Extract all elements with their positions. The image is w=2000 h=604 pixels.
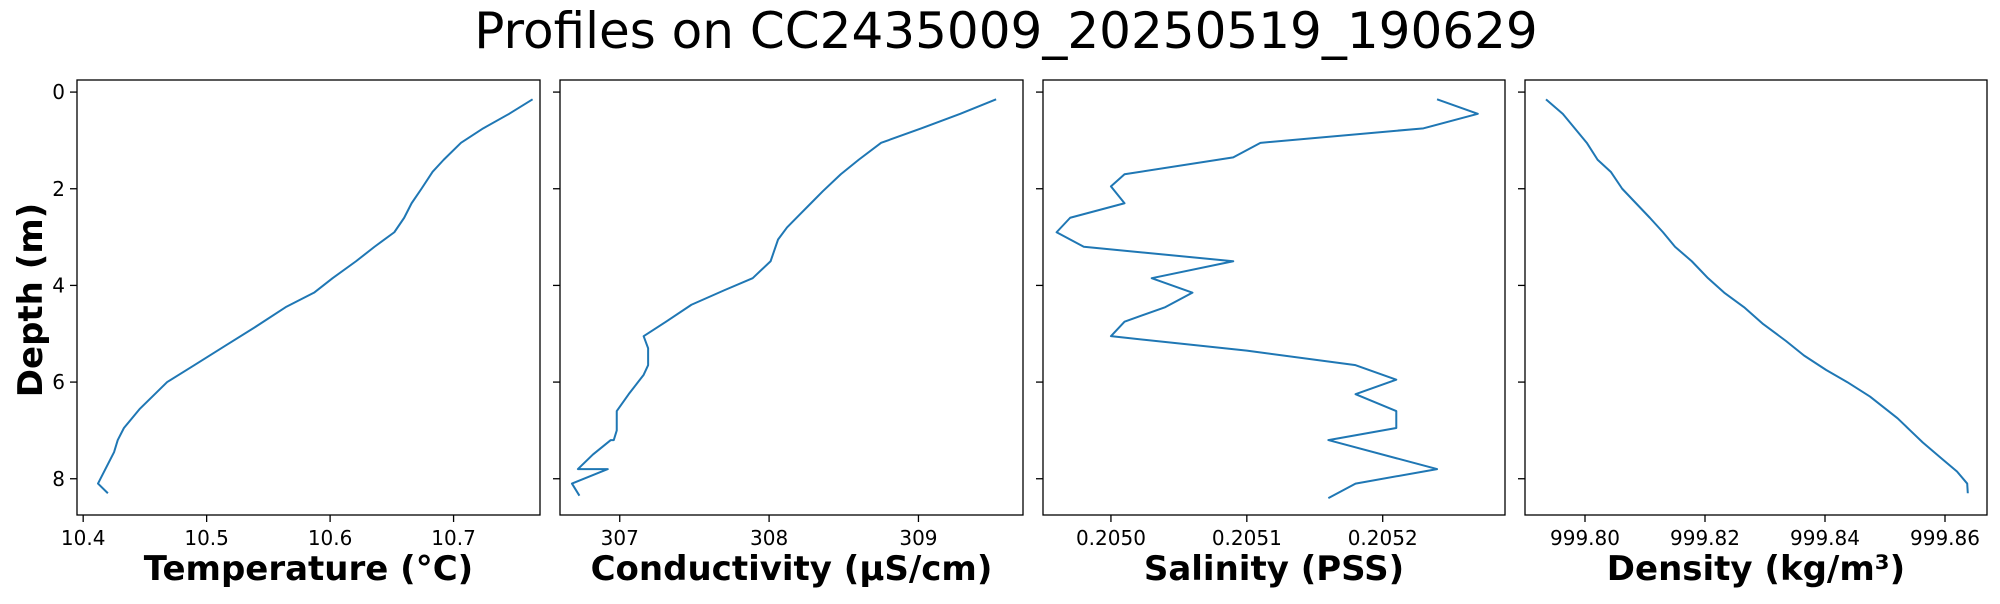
y-tick-label: 6	[52, 370, 65, 394]
x-tick-label: 10.7	[431, 526, 476, 550]
x-tick-label: 0.2052	[1348, 526, 1418, 550]
x-tick-label: 10.4	[61, 526, 106, 550]
y-axis-label: Depth (m)	[11, 203, 51, 397]
x-tick-label: 10.5	[184, 526, 229, 550]
x-tick-label: 309	[899, 526, 937, 550]
x-tick-label: 999.86	[1910, 526, 1980, 550]
axes-frame	[1524, 79, 1988, 516]
axes-frame	[1042, 79, 1506, 516]
x-tick-label: 999.84	[1790, 526, 1860, 550]
y-tick-label: 0	[52, 80, 65, 104]
chart-title: Profiles on CC2435009_20250519_190629	[474, 2, 1537, 60]
x-axis-label: Temperature (°C)	[144, 549, 473, 589]
x-axis-label: Density (kg/m³)	[1607, 549, 1905, 589]
x-tick-label: 999.80	[1550, 526, 1620, 550]
x-tick-label: 0.2051	[1212, 526, 1282, 550]
x-axis-label: Salinity (PSS)	[1144, 549, 1404, 589]
x-tick-label: 308	[750, 526, 788, 550]
x-axis-label: Conductivity (µS/cm)	[591, 549, 993, 589]
series-line-1	[96, 98, 534, 494]
series-line-2	[570, 98, 997, 497]
panel-1: 10.4 10.5 10.6 10.7 0 2 4 6 8 Temperature (°C)	[52, 79, 541, 589]
series-line-4	[1545, 98, 1969, 494]
y-tick-label: 8	[52, 467, 65, 491]
x-tick-label: 0.2050	[1076, 526, 1146, 550]
y-tick-label: 4	[52, 273, 65, 297]
series-line-3	[1055, 98, 1479, 499]
axes-frame	[76, 79, 541, 516]
x-tick-label: 307	[601, 526, 639, 550]
axes-frame	[559, 79, 1024, 516]
x-tick-label: 10.6	[308, 526, 353, 550]
y-tick-label: 2	[52, 177, 65, 201]
x-tick-label: 999.82	[1670, 526, 1740, 550]
